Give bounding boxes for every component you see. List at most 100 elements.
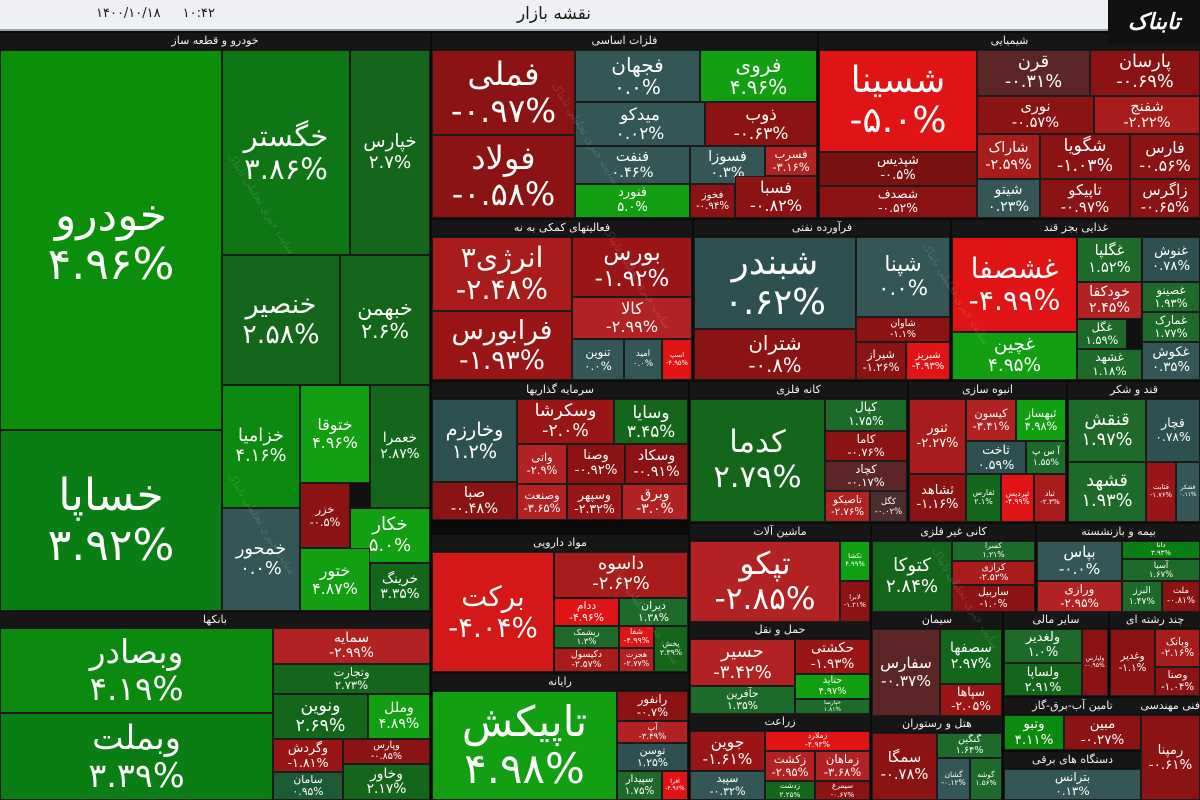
stock-tile[interactable]: گنگین ۱.۶۴% bbox=[937, 733, 1002, 758]
stock-tile[interactable]: کسرا ۱.۲۱% bbox=[952, 541, 1035, 561]
stock-tile[interactable]: وسایا ۳.۴۵% bbox=[614, 399, 688, 444]
stock-tile[interactable]: هجرت -۲.۷۷% bbox=[619, 648, 654, 672]
stock-tile[interactable]: مبین -۰.۲۷% bbox=[1064, 715, 1141, 750]
stock-tile[interactable]: پارسان -۰.۶۹% bbox=[1090, 50, 1200, 96]
stock-tile[interactable]: قرن -۰.۳۱% bbox=[977, 50, 1090, 96]
stock-tile[interactable]: کپال ۱.۷۵% bbox=[825, 399, 907, 431]
stock-tile[interactable]: وصنعت -۳.۶۵% bbox=[517, 484, 567, 520]
stock-tile[interactable]: ولپارس -۰.۹۵% bbox=[1082, 629, 1108, 696]
stock-tile[interactable]: وبملت ۳.۳۹% bbox=[0, 713, 273, 800]
stock-tile[interactable]: فرابورس -۱.۹۳% bbox=[432, 311, 572, 380]
stock-tile[interactable]: وملل ۴.۸۹% bbox=[368, 694, 430, 739]
stock-tile[interactable]: وپارس -۰.۸۵% bbox=[343, 739, 430, 764]
stock-tile[interactable]: ساربیل -۱.۰% bbox=[952, 585, 1035, 612]
stock-tile[interactable]: ثبهساز ۴.۹۸% bbox=[1016, 399, 1066, 441]
stock-tile[interactable]: غمارک ۱.۷۷% bbox=[1142, 312, 1200, 342]
stock-tile[interactable]: غشصفا -۴.۹۹% bbox=[952, 237, 1077, 332]
stock-tile[interactable]: آسیا ۱.۶۷% bbox=[1122, 559, 1200, 581]
stock-tile[interactable]: فنورد ۵.۰% bbox=[575, 184, 690, 218]
stock-tile[interactable]: اسپ -۴.۹۵% bbox=[662, 339, 692, 380]
stock-tile[interactable]: کتوکا ۲.۸۴% bbox=[872, 541, 952, 612]
stock-tile[interactable]: زدشت ۲.۲۵% bbox=[765, 781, 815, 800]
stock-tile[interactable]: شبریز -۴.۹۳% bbox=[906, 342, 950, 380]
stock-tile[interactable]: تاپیکو -۰.۹۷% bbox=[1040, 179, 1130, 218]
stock-tile[interactable]: سصفها ۲.۹۷% bbox=[940, 629, 1002, 684]
stock-tile[interactable]: غنوش ۰.۷۸% bbox=[1142, 237, 1200, 282]
stock-tile[interactable]: دانا ۳.۹۳% bbox=[1122, 541, 1200, 559]
stock-tile[interactable]: پخش ۲.۳۹% bbox=[654, 626, 688, 672]
stock-tile[interactable]: خزر -۰.۵% bbox=[300, 483, 350, 548]
stock-tile[interactable]: وصنا -۱.۰۴% bbox=[1155, 667, 1200, 696]
stock-tile[interactable]: وبرق -۳.۰% bbox=[622, 484, 688, 520]
stock-tile[interactable]: قشهد ۱.۹۳% bbox=[1068, 462, 1146, 522]
stock-tile[interactable]: شاوان -۱.۱% bbox=[856, 317, 950, 342]
stock-tile[interactable]: تاپیکش ۴.۹۸% bbox=[432, 691, 617, 800]
stock-tile[interactable]: قشکر ۰.۱۱% bbox=[1176, 462, 1200, 522]
stock-tile[interactable]: وخاور ۲.۱۷% bbox=[343, 764, 430, 800]
stock-tile[interactable]: شفنج -۲.۲۲% bbox=[1094, 96, 1200, 134]
stock-tile[interactable]: سامان ۰.۹۵% bbox=[273, 772, 343, 800]
stock-tile[interactable]: کگل -۰.۰۲% bbox=[870, 491, 907, 522]
stock-tile[interactable]: لابرا -۱.۲۱% bbox=[840, 581, 870, 622]
stock-tile[interactable]: ثپردیس -۴.۹۹% bbox=[1001, 474, 1034, 522]
stock-tile[interactable]: فملی -۰.۹۷% bbox=[432, 50, 575, 135]
stock-tile[interactable]: کیسون -۳.۴۱% bbox=[966, 399, 1016, 441]
stock-tile[interactable]: میدکو ۰.۰۲% bbox=[575, 102, 705, 146]
stock-tile[interactable]: توسن ۱.۲۵% bbox=[617, 743, 688, 771]
stock-tile[interactable]: وبانک -۲.۱۶% bbox=[1155, 629, 1200, 667]
stock-tile[interactable]: کچاد -۰.۱۷% bbox=[825, 461, 907, 491]
stock-tile[interactable]: بترانس ۰.۱۳% bbox=[1004, 769, 1141, 800]
stock-tile[interactable]: ثفارس ۲.۱% bbox=[966, 474, 1001, 522]
stock-tile[interactable]: غشهد ۱.۱۸% bbox=[1077, 349, 1142, 380]
stock-tile[interactable]: دکیسول -۲.۵۷% bbox=[554, 648, 619, 672]
stock-tile[interactable]: ولغدیر ۱.۰% bbox=[1004, 629, 1082, 663]
stock-tile[interactable]: گوشه ۱.۵۶% bbox=[970, 758, 1002, 800]
stock-tile[interactable]: حآفرین ۱.۳۵% bbox=[690, 686, 795, 714]
stock-tile[interactable]: نوری -۰.۵۷% bbox=[977, 96, 1094, 134]
stock-tile[interactable]: وبصادر ۴.۱۹% bbox=[0, 628, 273, 713]
stock-tile[interactable]: سیمرغ -۰.۶۷% bbox=[815, 781, 870, 800]
stock-tile[interactable]: برکت -۴.۰۴% bbox=[432, 552, 554, 672]
stock-tile[interactable]: تکشا ۴.۹۹% bbox=[840, 541, 870, 581]
stock-tile[interactable]: شصدف -۰.۵۲% bbox=[819, 186, 977, 218]
stock-tile[interactable]: بورس -۱.۹۲% bbox=[572, 237, 692, 297]
stock-tile[interactable]: شتران -۰.۸% bbox=[694, 329, 856, 380]
stock-tile[interactable]: غصینو ۱.۹۳% bbox=[1142, 282, 1200, 312]
stock-tile[interactable]: امید ۰.۰% bbox=[624, 339, 662, 380]
stock-tile[interactable]: خزامیا ۴.۱۶% bbox=[222, 385, 300, 508]
stock-tile[interactable]: حکشتی -۱.۹۳% bbox=[795, 639, 870, 674]
stock-tile[interactable]: شسینا -۵.۰% bbox=[819, 50, 977, 152]
stock-tile[interactable]: خساپا ۳.۹۲% bbox=[0, 430, 222, 611]
stock-tile[interactable]: آ س پ ۱.۵۵% bbox=[1026, 441, 1066, 474]
stock-tile[interactable]: شگویا -۱.۰۳% bbox=[1040, 134, 1130, 179]
stock-tile[interactable]: غکوش ۰.۳۵% bbox=[1142, 342, 1200, 380]
stock-tile[interactable]: زاگرس -۰.۶۵% bbox=[1130, 179, 1200, 218]
stock-tile[interactable]: خودرو ۴.۹۶% bbox=[0, 50, 222, 430]
stock-tile[interactable]: خگستر ۳.۸۶% bbox=[222, 50, 350, 255]
stock-tile[interactable]: جوین -۱.۶۱% bbox=[690, 731, 765, 771]
stock-tile[interactable]: ونوین ۲.۶۹% bbox=[273, 694, 368, 739]
stock-tile[interactable]: تاصیکو -۲.۷۶% bbox=[825, 491, 870, 522]
stock-tile[interactable]: خنصیر ۲.۵۸% bbox=[222, 255, 340, 385]
stock-tile[interactable]: تنوین ۰.۰% bbox=[572, 339, 624, 380]
stock-tile[interactable]: حتاید ۴.۹۷% bbox=[795, 674, 870, 699]
stock-tile[interactable]: وتبو ۴.۱۱% bbox=[1004, 715, 1064, 750]
stock-tile[interactable]: ثباد -۲.۳% bbox=[1034, 474, 1066, 522]
stock-tile[interactable]: تپکو -۲.۸۵% bbox=[690, 541, 840, 622]
stock-tile[interactable]: خودکفا ۲.۴۵% bbox=[1077, 282, 1142, 319]
stock-tile[interactable]: دیران ۱.۳۸% bbox=[619, 598, 688, 626]
stock-tile[interactable]: فخوز -۰.۹۴% bbox=[690, 184, 735, 218]
stock-tile[interactable]: وسکرشا -۲.۰% bbox=[517, 399, 614, 444]
stock-tile[interactable]: فجهان ۰.۰% bbox=[575, 50, 700, 102]
stock-tile[interactable]: فارس -۰.۵۶% bbox=[1130, 134, 1200, 179]
stock-tile[interactable]: ختوقا ۴.۹۶% bbox=[300, 385, 370, 483]
stock-tile[interactable]: کرازی -۲.۵۲% bbox=[952, 561, 1035, 585]
stock-tile[interactable]: خپارس ۲.۷% bbox=[350, 50, 430, 255]
stock-tile[interactable]: واتی -۲.۹% bbox=[517, 444, 567, 484]
stock-tile[interactable]: حسیر -۳.۴۲% bbox=[690, 639, 795, 686]
stock-tile[interactable]: زکشت -۲.۹۵% bbox=[765, 751, 815, 781]
stock-tile[interactable]: وسپهر -۲.۳۲% bbox=[567, 484, 622, 520]
stock-tile[interactable]: کدما ۲.۷۹% bbox=[690, 399, 825, 522]
stock-tile[interactable]: حپارسا ۱.۸۱% bbox=[795, 699, 870, 714]
stock-tile[interactable]: ملت -۰.۸۱% bbox=[1162, 581, 1200, 612]
